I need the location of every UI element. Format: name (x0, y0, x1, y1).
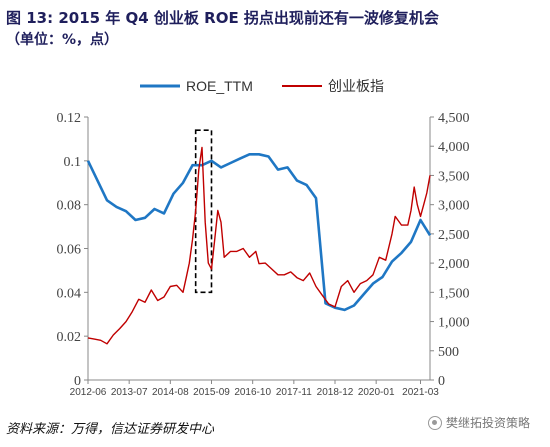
wechat-icon (428, 415, 442, 430)
y-right-tick-label: 2,000 (438, 257, 470, 272)
watermark: 樊继拓投资策略 (428, 414, 530, 431)
x-tick-label: 2012-06 (70, 387, 107, 398)
watermark-label: 樊继拓投资策略 (446, 416, 531, 430)
x-tick-label: 2021-03 (402, 387, 439, 398)
y-right-tick-label: 500 (438, 345, 459, 360)
y-right-tick-label: 0 (438, 374, 445, 389)
y-left-tick-label: 0.12 (57, 111, 82, 126)
y-right-tick-label: 4,500 (438, 111, 470, 126)
y-left-tick-label: 0.06 (57, 243, 82, 258)
roe-ttm-line (86, 153, 432, 312)
y-right-tick-label: 4,000 (438, 140, 470, 155)
legend-index-label: 创业板指 (328, 79, 384, 95)
chart-title: 图 13: 2015 年 Q4 创业板 ROE 拐点出现前还有一波修复机会 (6, 9, 439, 27)
chart-subtitle: （单位：%，点） (6, 32, 119, 48)
y-left-tick-label: 0.04 (57, 286, 82, 301)
y-right-tick-label: 3,000 (438, 199, 470, 214)
y-left-tick-label: 0.02 (57, 330, 82, 345)
y-left-tick-label: 0.1 (64, 155, 82, 170)
y-right-tick-label: 1,000 (438, 316, 470, 331)
legend-roe-label: ROE_TTM (186, 78, 253, 94)
x-tick-label: 2015-09 (193, 387, 230, 398)
y-left-tick-label: 0 (74, 374, 81, 389)
x-tick-label: 2017-11 (276, 387, 312, 398)
x-tick-label: 2016-10 (234, 387, 271, 398)
y-left-tick-label: 0.08 (57, 199, 82, 214)
chinext-index-line (87, 146, 431, 345)
x-tick-label: 2014-08 (152, 387, 189, 398)
x-tick-label: 2020-01 (358, 387, 395, 398)
x-tick-label: 2018-12 (317, 387, 354, 398)
y-right-tick-label: 2,500 (438, 228, 470, 243)
highlight-box (194, 129, 213, 294)
y-right-tick-label: 3,500 (438, 169, 470, 184)
y-right-tick-label: 1,500 (438, 286, 470, 301)
x-tick-label: 2013-07 (111, 387, 148, 398)
source-note: 资料来源：万得，信达证券研发中心 (6, 422, 215, 437)
